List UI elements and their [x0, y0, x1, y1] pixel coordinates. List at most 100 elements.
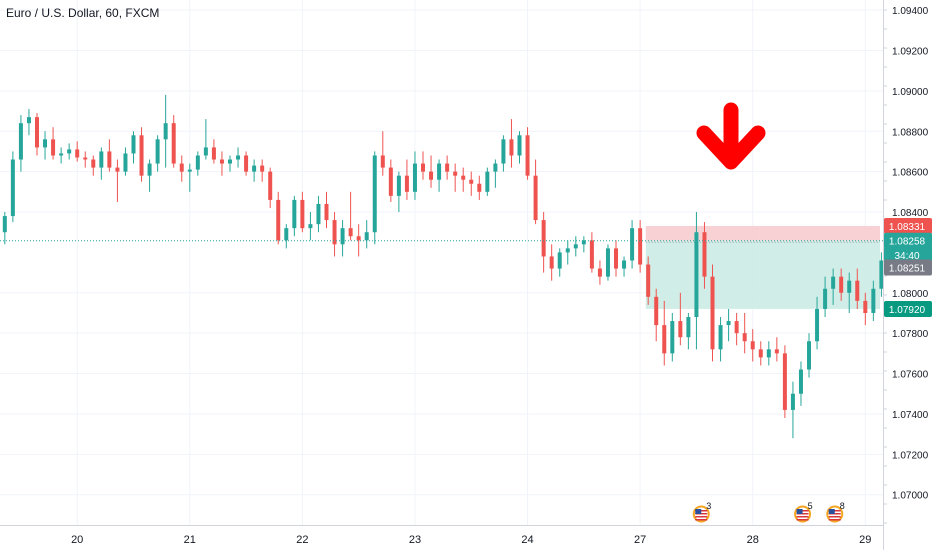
candle-body — [316, 203, 321, 225]
candle-body — [131, 135, 136, 154]
us-flag-icon[interactable] — [793, 504, 813, 524]
candle-body — [211, 147, 216, 160]
x-tick-label: 21 — [184, 534, 196, 546]
candle-body — [807, 341, 812, 370]
down-arrow-icon — [696, 102, 766, 170]
candle-body — [630, 228, 635, 261]
flag-canton — [828, 509, 835, 514]
candle-body — [758, 349, 763, 358]
x-tick-label: 28 — [747, 534, 759, 546]
candle-body — [702, 232, 707, 277]
candle-body — [332, 220, 337, 245]
candle-body — [75, 149, 80, 158]
candle-body — [171, 123, 176, 164]
candle-body — [855, 280, 860, 301]
y-tick-label: 1.09200 — [892, 46, 929, 57]
price-label-box — [884, 232, 932, 249]
candle-body — [863, 300, 868, 313]
price-label-box — [884, 217, 932, 234]
candle-body — [219, 159, 224, 164]
candle-body — [815, 308, 820, 342]
candle-body — [589, 240, 594, 269]
y-tick-label: 1.07600 — [892, 370, 929, 381]
candle-body — [115, 167, 120, 172]
flag-stripe — [828, 516, 841, 518]
flag-stripe — [796, 516, 809, 518]
candle-body — [252, 165, 257, 172]
candle-body — [284, 228, 289, 241]
candle-body — [356, 236, 361, 241]
candle-body — [790, 393, 795, 410]
candle-body — [404, 175, 409, 192]
price-label-box — [884, 300, 932, 317]
candle-body — [541, 220, 546, 257]
candle-body — [51, 139, 56, 156]
candle-body — [477, 183, 482, 192]
candle-body — [493, 163, 498, 172]
y-tick-label: 1.09000 — [892, 87, 929, 98]
flag-stripe — [695, 519, 708, 521]
y-tick-label: 1.09400 — [892, 6, 929, 17]
price-label: 1.08258 — [889, 237, 926, 248]
candle-body — [83, 157, 88, 160]
candle-body — [557, 252, 562, 269]
x-tick-label: 24 — [521, 534, 533, 546]
candle-body — [839, 276, 844, 293]
candle-body — [670, 321, 675, 354]
price-label: 34:40 — [894, 251, 919, 262]
candle-body — [646, 264, 651, 297]
candle-body — [324, 203, 329, 221]
price-label-box — [884, 246, 932, 263]
candle-body — [372, 155, 377, 233]
event-count-label: 3 — [706, 501, 711, 511]
y-tick-label: 1.08600 — [892, 168, 929, 179]
candle-body — [662, 325, 667, 354]
flag-canton — [796, 509, 803, 514]
candle-body — [34, 117, 39, 148]
us-flag-icon[interactable] — [691, 504, 711, 524]
y-tick-label: 1.07400 — [892, 410, 929, 421]
position-stop-zone[interactable] — [645, 225, 880, 241]
candle-body — [605, 248, 610, 277]
candle-body — [364, 232, 369, 241]
candle-body — [573, 244, 578, 249]
candle-body — [91, 159, 96, 168]
candle-body — [244, 155, 249, 172]
candle-body — [823, 288, 828, 309]
candle-body — [485, 171, 490, 192]
candle-body — [549, 256, 554, 269]
position-target-zone[interactable] — [645, 240, 880, 309]
x-tick-label: 27 — [634, 534, 646, 546]
candle-body — [879, 260, 884, 289]
flag-canton — [695, 509, 702, 514]
candle-body — [236, 155, 241, 160]
candle-body — [340, 228, 345, 245]
candle-body — [654, 296, 659, 326]
candle-body — [99, 151, 104, 168]
candle-body — [155, 139, 160, 164]
candle-body — [59, 153, 64, 156]
candle-body — [187, 169, 192, 172]
price-label: 1.08251 — [889, 264, 926, 275]
x-tick-label: 20 — [71, 534, 83, 546]
candle-body — [276, 199, 281, 241]
y-tick-label: 1.07800 — [892, 329, 929, 340]
x-tick-label: 29 — [859, 534, 871, 546]
y-tick-label: 1.07200 — [892, 450, 929, 461]
candle-body — [195, 155, 200, 170]
candle-body — [445, 163, 450, 172]
candle-body — [163, 123, 168, 140]
candle-body — [348, 228, 353, 237]
candle-body — [123, 153, 128, 172]
candle-body — [509, 139, 514, 156]
candle-body — [43, 139, 48, 148]
candle-body — [766, 349, 771, 358]
candle-body — [179, 163, 184, 172]
candle-body — [469, 179, 474, 184]
y-tick-label: 1.08000 — [892, 289, 929, 300]
us-flag-icon[interactable] — [825, 504, 845, 524]
candle-body — [622, 260, 627, 269]
candle-body — [501, 139, 506, 164]
